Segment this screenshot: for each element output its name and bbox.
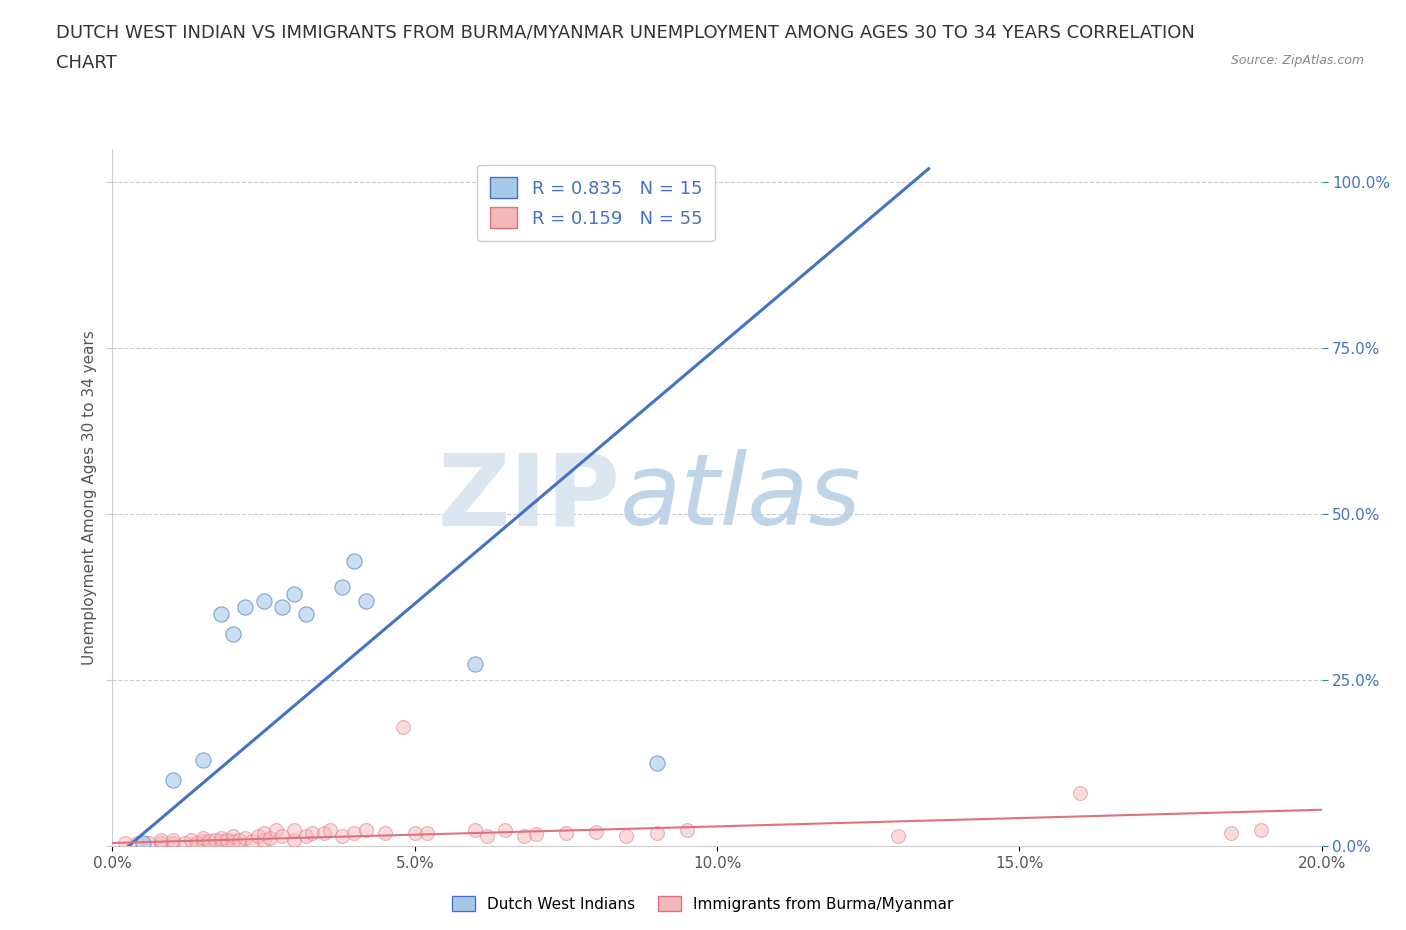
Point	[186, 835, 208, 850]
Point	[222, 829, 245, 844]
Point	[264, 822, 287, 837]
Point	[374, 826, 396, 841]
Point	[191, 833, 214, 848]
Point	[162, 832, 184, 847]
Point	[114, 835, 136, 850]
Point	[209, 833, 232, 848]
Point	[270, 600, 292, 615]
Text: Source: ZipAtlas.com: Source: ZipAtlas.com	[1230, 54, 1364, 67]
Point	[246, 829, 269, 844]
Point	[222, 833, 245, 848]
Point	[512, 829, 534, 844]
Point	[1220, 826, 1243, 841]
Point	[253, 593, 276, 608]
Point	[301, 826, 323, 841]
Point	[1069, 786, 1091, 801]
Point	[209, 830, 232, 845]
Point	[180, 832, 202, 847]
Point	[675, 822, 697, 837]
Point	[524, 827, 547, 842]
Point	[295, 606, 318, 621]
Point	[162, 773, 184, 788]
Point	[356, 593, 378, 608]
Point	[228, 832, 250, 847]
Point	[464, 657, 486, 671]
Point	[222, 626, 245, 641]
Point	[253, 832, 276, 847]
Point	[887, 829, 910, 844]
Point	[314, 826, 336, 841]
Point	[343, 826, 366, 841]
Text: CHART: CHART	[56, 54, 117, 72]
Legend: Dutch West Indians, Immigrants from Burma/Myanmar: Dutch West Indians, Immigrants from Burm…	[446, 889, 960, 918]
Point	[259, 830, 281, 845]
Point	[330, 829, 353, 844]
Point	[149, 835, 172, 850]
Point	[645, 826, 668, 841]
Point	[495, 822, 517, 837]
Point	[283, 822, 305, 837]
Point	[191, 752, 214, 767]
Legend: R = 0.835   N = 15, R = 0.159   N = 55: R = 0.835 N = 15, R = 0.159 N = 55	[478, 165, 714, 241]
Point	[477, 829, 499, 844]
Point	[240, 833, 263, 848]
Text: ZIP: ZIP	[437, 449, 620, 546]
Point	[204, 832, 226, 847]
Point	[138, 835, 160, 850]
Point	[209, 606, 232, 621]
Y-axis label: Unemployment Among Ages 30 to 34 years: Unemployment Among Ages 30 to 34 years	[82, 330, 97, 665]
Point	[416, 826, 439, 841]
Point	[174, 835, 197, 850]
Point	[645, 756, 668, 771]
Point	[198, 833, 221, 848]
Point	[149, 832, 172, 847]
Point	[125, 835, 148, 850]
Point	[162, 835, 184, 850]
Point	[191, 830, 214, 845]
Point	[235, 830, 257, 845]
Point	[391, 719, 413, 734]
Point	[343, 553, 366, 568]
Point	[330, 579, 353, 594]
Point	[356, 822, 378, 837]
Point	[270, 829, 292, 844]
Point	[235, 600, 257, 615]
Point	[132, 835, 155, 850]
Text: DUTCH WEST INDIAN VS IMMIGRANTS FROM BURMA/MYANMAR UNEMPLOYMENT AMONG AGES 30 TO: DUTCH WEST INDIAN VS IMMIGRANTS FROM BUR…	[56, 23, 1195, 41]
Point	[253, 826, 276, 841]
Point	[295, 829, 318, 844]
Point	[554, 826, 576, 841]
Point	[319, 822, 342, 837]
Point	[464, 822, 486, 837]
Point	[585, 824, 607, 839]
Point	[1250, 822, 1272, 837]
Point	[616, 829, 638, 844]
Point	[404, 826, 426, 841]
Point	[217, 832, 239, 847]
Point	[283, 832, 305, 847]
Point	[283, 587, 305, 602]
Text: atlas: atlas	[620, 449, 862, 546]
